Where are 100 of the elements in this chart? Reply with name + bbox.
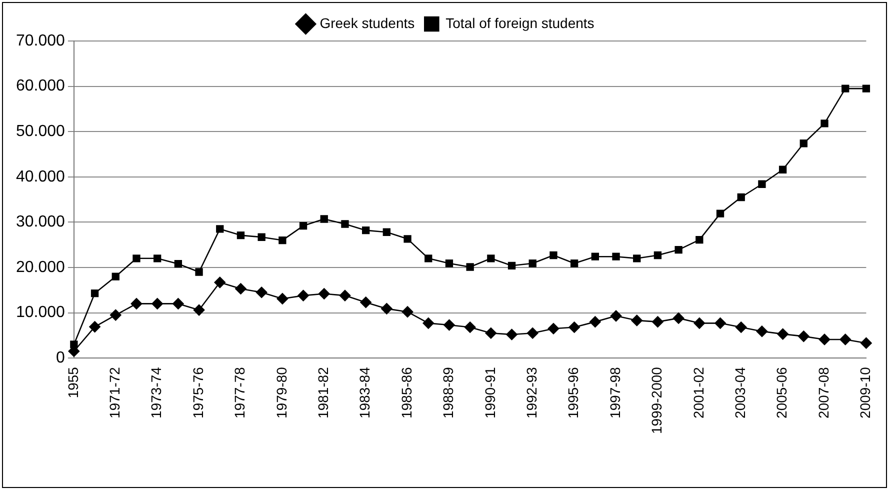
x-tick-label: 1971-72 — [106, 366, 122, 418]
point — [714, 318, 726, 329]
point — [258, 233, 266, 241]
point — [172, 298, 184, 310]
point — [862, 84, 870, 92]
point — [696, 236, 704, 244]
point — [318, 288, 330, 300]
x-tick-label: 2001-02 — [690, 366, 706, 418]
y-tick-label: 50.000 — [16, 122, 66, 140]
point — [526, 327, 538, 339]
x-tick-label: 1999-2000 — [648, 366, 665, 434]
point — [341, 220, 349, 228]
point — [652, 316, 664, 328]
point — [112, 272, 120, 280]
point — [820, 120, 828, 128]
point — [193, 304, 205, 316]
x-tick-label: 2009-10 — [857, 366, 874, 418]
point — [800, 140, 808, 148]
point — [654, 251, 662, 260]
y-tick-label: 70.000 — [16, 32, 66, 50]
x-tick-label: 1985-86 — [398, 366, 414, 418]
point — [568, 322, 580, 333]
point — [360, 296, 372, 308]
point — [612, 252, 620, 260]
point — [550, 251, 558, 260]
y-tick-label: 20.000 — [16, 258, 66, 276]
y-tick-label: 40.000 — [16, 168, 66, 186]
point — [320, 215, 328, 223]
point — [694, 318, 706, 329]
point — [152, 298, 163, 310]
x-tick-label: 1983-84 — [356, 366, 373, 418]
point — [528, 260, 536, 268]
y-tick-label: 60.000 — [16, 78, 66, 95]
point — [132, 254, 140, 262]
legend-label: Total of foreign students — [446, 14, 594, 31]
legend-label: Greek students — [320, 14, 415, 31]
x-tick-label: 2003-04 — [732, 366, 748, 418]
x-tick-label: 1973-74 — [148, 366, 164, 418]
point — [339, 290, 351, 302]
point — [466, 263, 474, 271]
point — [298, 290, 309, 302]
point — [424, 254, 432, 262]
x-tick-label: 1990-91 — [482, 366, 498, 418]
point — [236, 231, 245, 240]
point — [485, 327, 497, 339]
point — [299, 222, 308, 230]
point — [278, 236, 286, 244]
y-tick-label: 30.000 — [16, 214, 66, 231]
x-tick-label: 1977-78 — [232, 366, 248, 418]
point — [174, 260, 182, 268]
point — [633, 254, 641, 262]
point — [591, 252, 599, 260]
point — [445, 260, 454, 268]
point — [214, 276, 226, 288]
point — [404, 235, 412, 243]
y-tick-label: 10.000 — [16, 304, 66, 322]
point — [735, 322, 747, 333]
point — [382, 228, 391, 236]
point — [216, 225, 224, 233]
x-tick-label: 1992-93 — [523, 366, 540, 418]
point — [798, 330, 810, 342]
x-tick-label: 1997-98 — [606, 366, 623, 418]
point — [256, 286, 268, 298]
point — [778, 166, 787, 174]
point — [90, 289, 99, 298]
point — [756, 326, 768, 337]
point — [631, 314, 643, 326]
x-tick-label: 1979-80 — [273, 366, 290, 418]
point — [464, 322, 476, 333]
point — [674, 246, 682, 254]
point — [758, 180, 766, 188]
point — [777, 328, 788, 340]
point — [818, 334, 830, 346]
point — [235, 283, 246, 294]
point — [444, 319, 455, 331]
point — [610, 310, 622, 322]
point — [362, 226, 370, 234]
point — [110, 309, 122, 321]
x-tick-label: 1995-96 — [565, 366, 582, 418]
x-tick-label: 2007-08 — [815, 366, 832, 418]
x-tick-label: 1955 — [64, 366, 81, 398]
point — [672, 312, 684, 324]
point — [716, 210, 724, 218]
x-tick-label: 1988-89 — [440, 366, 456, 418]
point — [840, 334, 851, 346]
point — [737, 193, 745, 202]
point — [860, 337, 872, 349]
point — [487, 254, 495, 262]
point — [422, 318, 434, 329]
point — [276, 293, 288, 304]
point — [590, 316, 601, 328]
point — [154, 254, 162, 262]
y-tick-label: 0 — [56, 349, 66, 366]
point — [381, 303, 392, 314]
point — [402, 306, 414, 318]
x-tick-label: 2005-06 — [774, 366, 790, 418]
point — [506, 328, 518, 340]
point — [508, 262, 516, 270]
point — [89, 321, 100, 332]
point — [842, 84, 850, 92]
